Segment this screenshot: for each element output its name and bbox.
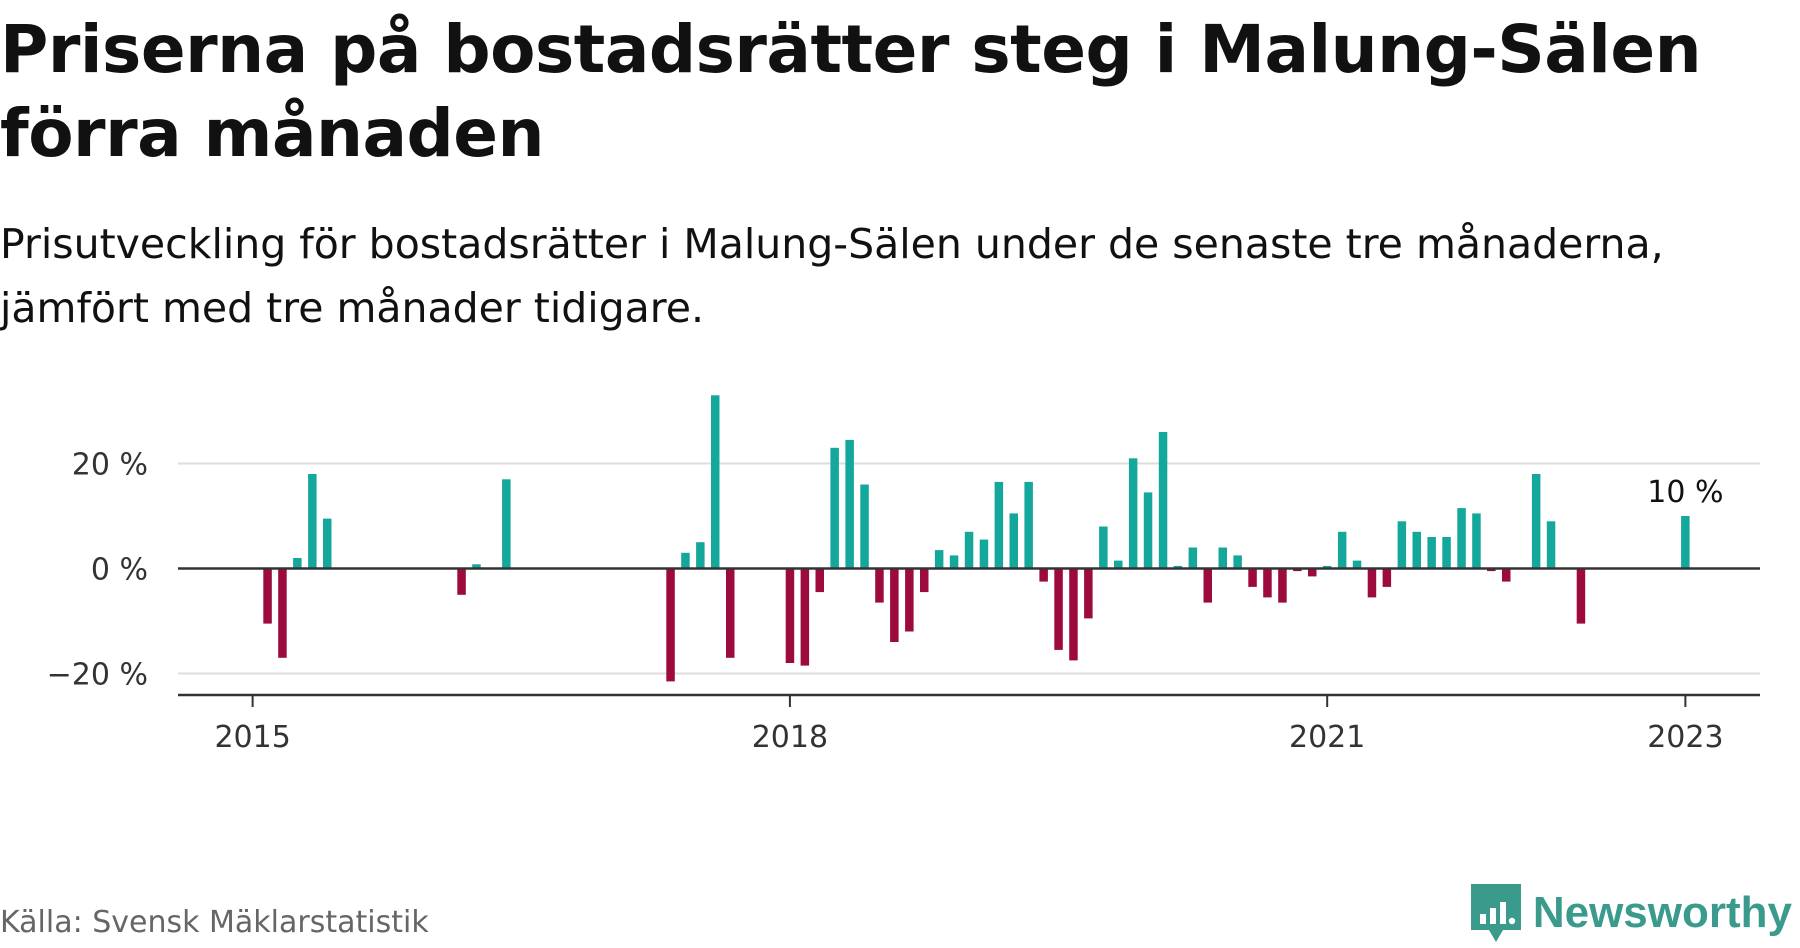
bar xyxy=(1009,513,1018,569)
bar xyxy=(1382,568,1392,587)
bar xyxy=(711,395,720,569)
bar xyxy=(1158,432,1168,569)
bar xyxy=(1308,568,1317,577)
bar xyxy=(1681,516,1690,569)
bar xyxy=(502,479,511,569)
bar xyxy=(785,568,795,663)
last-value-label: 10 % xyxy=(1647,475,1723,510)
annotations: 10 % xyxy=(1647,475,1723,510)
bar xyxy=(860,484,869,569)
bar xyxy=(472,564,481,569)
bar xyxy=(1397,521,1407,569)
x-tick-label: 2021 xyxy=(1289,720,1365,755)
bar xyxy=(815,568,824,593)
bar xyxy=(1099,526,1108,569)
bar xyxy=(1472,513,1481,569)
bar xyxy=(1039,568,1048,582)
y-tick-label: −20 % xyxy=(47,658,148,693)
bar xyxy=(800,568,810,666)
bar xyxy=(830,447,839,569)
bar xyxy=(293,558,302,569)
bar xyxy=(1233,555,1242,569)
bar xyxy=(1128,458,1138,569)
bar xyxy=(696,542,705,569)
bar xyxy=(278,568,287,658)
bar xyxy=(964,531,974,569)
bar xyxy=(1427,537,1436,569)
price-change-bar-chart: −20 % 0 % 20 % 2015 2018 2021 2023 10 % xyxy=(47,395,1760,755)
x-tick-label: 2023 xyxy=(1647,720,1723,755)
bar xyxy=(1084,568,1093,619)
bar xyxy=(1114,560,1123,569)
x-tick-label: 2018 xyxy=(752,720,828,755)
bar xyxy=(666,568,675,682)
bars xyxy=(263,395,1690,682)
bar xyxy=(1487,568,1496,572)
bar xyxy=(1218,547,1227,569)
grid-lines xyxy=(178,462,1760,675)
bar xyxy=(875,568,884,603)
bar xyxy=(949,555,959,569)
x-tick-label: 2015 xyxy=(214,720,290,755)
bar xyxy=(934,550,944,569)
chart-subtitle: Prisutveckling för bostadsrätter i Malun… xyxy=(0,220,1664,332)
bar xyxy=(1173,565,1183,569)
bar xyxy=(905,568,914,632)
y-tick-label: 0 % xyxy=(91,553,148,588)
bar xyxy=(681,552,690,569)
bar xyxy=(1412,531,1421,569)
bar xyxy=(1143,492,1153,569)
y-axis-ticks: −20 % 0 % 20 % xyxy=(47,448,148,693)
bar xyxy=(726,568,735,658)
axes xyxy=(178,567,1760,697)
bar xyxy=(1248,568,1257,587)
bar xyxy=(263,568,272,624)
bar xyxy=(979,539,989,569)
bar xyxy=(1502,568,1511,582)
bar xyxy=(1576,568,1586,624)
bar xyxy=(1322,565,1332,569)
bar xyxy=(457,568,466,595)
bar xyxy=(1069,568,1078,661)
bar xyxy=(1263,568,1272,598)
bar xyxy=(1278,568,1287,603)
source-note: Källa: Svensk Mäklarstatistik xyxy=(0,905,429,940)
bar-chart-speech-bubble-icon xyxy=(1470,884,1521,942)
bar xyxy=(1531,474,1541,569)
bar xyxy=(1352,560,1362,569)
bar xyxy=(920,568,929,593)
x-axis-ticks: 2015 2018 2021 2023 xyxy=(214,695,1724,755)
bar xyxy=(323,518,332,569)
bar xyxy=(1188,547,1198,569)
bar xyxy=(1457,508,1466,569)
bar xyxy=(1203,568,1212,603)
bar xyxy=(1367,568,1377,598)
bar xyxy=(308,474,317,569)
bar xyxy=(1337,531,1347,569)
bar xyxy=(1024,481,1033,569)
bar xyxy=(890,568,899,642)
brand-logo: Newsworthy xyxy=(1470,884,1792,942)
bar xyxy=(1054,568,1063,650)
y-tick-label: 20 % xyxy=(72,448,148,483)
bar xyxy=(994,481,1004,569)
bar xyxy=(1293,568,1302,572)
chart-title: Priserna på bostadsrätter steg i Malung-… xyxy=(0,11,1702,172)
brand-name: Newsworthy xyxy=(1532,888,1792,937)
bar xyxy=(1442,537,1451,569)
bar xyxy=(1546,521,1556,569)
bar xyxy=(845,439,854,569)
